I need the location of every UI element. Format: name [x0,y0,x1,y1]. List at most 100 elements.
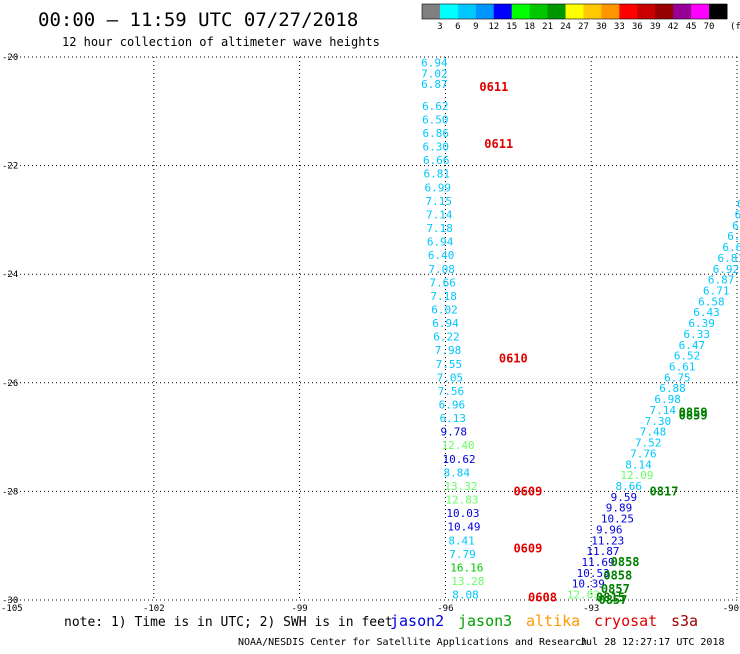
wave-height-value: 6.87 [421,78,448,91]
wave-height-value: 8.66 [616,480,643,493]
wave-height-value: 6.94 [432,317,459,330]
scale-swatch [457,4,477,19]
wave-height-value: 11.23 [591,534,624,547]
x-tick-label: -93 [583,604,599,614]
wave-height-value: 7.18 [426,222,453,235]
scale-label: 39 [650,22,661,32]
plot-grid [8,56,738,601]
scale-swatch [475,4,495,19]
wave-height-value: 7.55 [436,358,463,371]
scale-label: 27 [578,22,589,32]
wave-height-value: 6.33 [684,328,711,341]
scale-label: 18 [524,22,535,32]
scale-swatch [565,4,584,19]
scale-label: 6 [455,22,460,32]
satellite-legend-item: cryosat [594,612,657,630]
wave-height-value: 8.08 [452,589,479,602]
pass-time-label: 0608 [528,590,557,604]
wave-height-value: 6.92 [713,263,740,276]
scale-label: 42 [668,22,679,32]
wave-height-value: 7.08 [428,263,455,276]
wave-height-value: 12.40 [442,439,475,452]
scale-label: 33 [614,22,625,32]
wave-height-value: 9.96 [596,523,623,536]
wave-height-value: 6.13 [440,412,467,425]
wave-height-value: 6.66 [722,241,740,254]
x-tick-label: -90 [723,604,739,614]
scale-swatch [422,4,441,19]
scale-swatch [529,4,549,19]
wave-height-value: 7.79 [449,548,476,561]
scale-swatch [673,4,692,19]
wave-height-value: 6.88 [659,382,686,395]
page-subtitle: 12 hour collection of altimeter wave hei… [62,35,380,49]
wave-height-value: 10.25 [601,513,634,526]
y-tick-label: -26 [2,379,18,389]
wave-height-value: 7.48 [640,426,667,439]
axis-tick-labels: -20 -22 -24 -26 -28 -30-105 -102 -99 -96 -93 -90 [1,53,739,614]
satellite-legend: jason2 jason3 altika cryosat s3a [390,612,698,630]
x-tick-label: -105 [1,604,23,614]
satellite-legend-item: jason2 [390,612,444,630]
wave-height-value: 6.75 [664,371,691,384]
satellite-legend-item: altika [526,612,580,630]
wave-height-value: 6.39 [688,317,715,330]
scale-swatch [547,4,567,19]
pass-time-labels: 0611061106100609060906080859085908170858… [479,80,707,607]
scale-swatch [601,4,620,19]
scale-label: 30 [596,22,607,32]
wave-height-value: 11.69 [581,556,614,569]
wave-height-value: 9.89 [606,502,633,515]
wave-height-value: 13.28 [451,575,484,588]
wave-height-value: 16.16 [450,561,483,574]
wave-height-value: 6.58 [698,295,725,308]
scale-label: 24 [560,22,571,32]
pass-time-label: 0611 [479,80,508,94]
x-tick-label: -102 [143,604,165,614]
wave-height-value: 6.37 [735,208,740,221]
wave-height-value: 8.14 [625,458,652,471]
scale-swatch [709,4,728,19]
y-tick-label: -22 [2,162,18,172]
wave-height-value: 6.62 [422,100,449,113]
wave-height-value: 7.15 [425,195,452,208]
wave-height-value: 10.53 [577,567,610,580]
wave-height-value: 10.62 [442,453,475,466]
wave-height-value: 6.50 [422,113,449,126]
wave-height-value: 7.56 [438,385,465,398]
pass-time-label: 0817 [650,484,679,498]
wave-height-value: 6.86 [423,127,450,140]
wave-height-value: 6.28 [737,198,740,211]
pass-time-label: 0858 [603,569,632,583]
wave-height-value: 7.66 [429,276,456,289]
wave-height-value: 6.43 [693,306,720,319]
scale-unit: (ft) [730,22,740,32]
scale-label: 36 [632,22,643,32]
wave-height-value: 7.14 [426,208,453,221]
wave-height-value: 6.52 [674,350,701,363]
page-title: 00:00 – 11:59 UTC 07/27/2018 [38,9,358,31]
wave-height-value: 12.83 [445,494,478,507]
wave-height-value: 6.94 [421,56,448,69]
wave-height-value: 13.32 [444,480,477,493]
wave-height-value: 10.39 [572,578,605,591]
scale-label: 70 [704,22,715,32]
scale-label: 12 [488,22,499,32]
wave-height-value: 7.30 [645,415,672,428]
footnote: note: 1) Time is in UTC; 2) SWH is in fe… [64,615,393,630]
wave-height-value: 6.98 [654,393,681,406]
pass-time-label: 0859 [679,406,708,420]
scale-label: 15 [506,22,517,32]
wave-height-value: 6.71 [703,284,730,297]
satellite-legend-item: s3a [671,612,698,630]
wave-height-value: 6.02 [431,303,458,316]
wave-height-value: 6.22 [433,331,460,344]
wave-height-value: 8.84 [443,466,470,479]
wave-height-value: 7.14 [650,404,677,417]
wave-height-value: 7.52 [635,437,662,450]
scale-swatch [637,4,656,19]
wave-height-value: 6.94 [427,236,454,249]
